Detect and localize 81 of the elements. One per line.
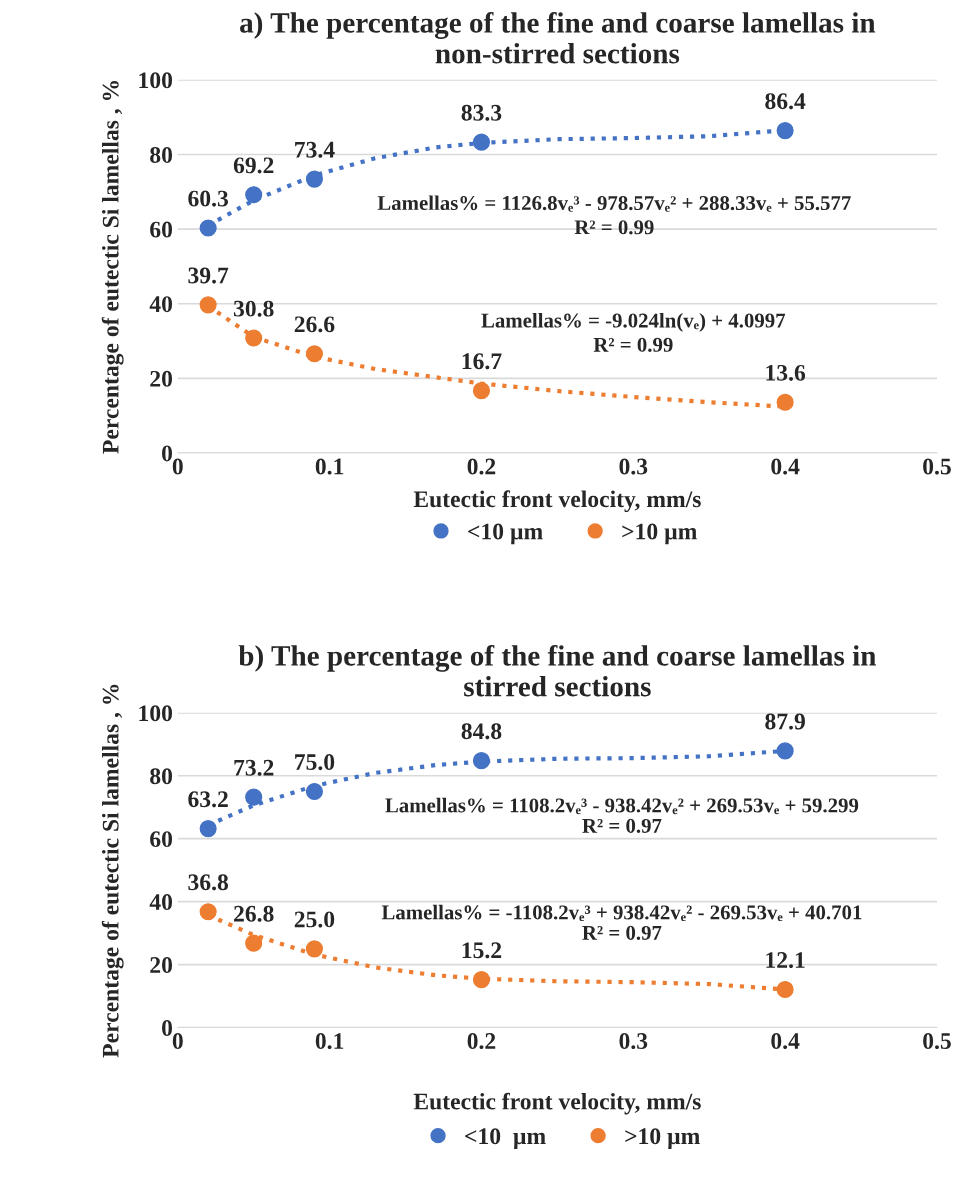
point bbox=[472, 382, 491, 400]
data-label: 84.8 bbox=[461, 723, 502, 740]
annotation: R² = 0.97 bbox=[582, 925, 662, 940]
y-tick-label: 0 bbox=[162, 445, 173, 462]
y-tick-label: 100 bbox=[139, 705, 173, 722]
x-tick-label: 0.2 bbox=[467, 458, 496, 475]
data-label: 26.6 bbox=[294, 316, 335, 333]
x-tick-label: 0.4 bbox=[771, 458, 800, 475]
data-label: 16.7 bbox=[462, 353, 502, 370]
point bbox=[776, 393, 794, 411]
point bbox=[245, 788, 263, 806]
point bbox=[472, 133, 491, 151]
data-label: 73.4 bbox=[295, 141, 335, 158]
point bbox=[472, 971, 491, 989]
annotation: Lamellas% = 1126.8vₑ³ - 978.57vₑ² + 288.33vₑ + 55.577 bbox=[377, 195, 851, 212]
data-label: 86.4 bbox=[765, 93, 806, 110]
data-label: 15.2 bbox=[462, 942, 502, 959]
annotation: R² = 0.97 bbox=[582, 818, 662, 833]
data-label: 13.6 bbox=[766, 364, 806, 381]
annotation: R² = 0.99 bbox=[593, 337, 673, 352]
annotation: Lamellas% = -9.024ln(vₑ) + 4.0997 bbox=[481, 312, 786, 332]
data-label: 69.2 bbox=[233, 157, 274, 174]
y-tick-label: 100 bbox=[139, 72, 173, 89]
point bbox=[199, 903, 217, 921]
legend-label: <10 µm bbox=[465, 1128, 546, 1149]
data-label: 39.7 bbox=[188, 267, 229, 284]
y-tick-label: 40 bbox=[149, 296, 173, 313]
data-label: 12.1 bbox=[766, 952, 805, 969]
legend-label: >10 µm bbox=[625, 1128, 700, 1149]
data-label: 83.3 bbox=[461, 104, 502, 121]
point bbox=[305, 782, 323, 801]
point bbox=[199, 820, 217, 838]
data-label: 26.8 bbox=[234, 905, 274, 922]
x-tick-label: 0 bbox=[172, 1033, 183, 1049]
annotation: Lamellas% = -1108.2vₑ³ + 938.42vₑ² - 269.53vₑ + 40.701 bbox=[381, 904, 862, 922]
y-tick-label: 0 bbox=[162, 1019, 173, 1036]
chart-title: a) The percentage of the fine and coarse lamellas in non-stirred sections bbox=[240, 11, 876, 64]
legend-label: >10 µm bbox=[622, 523, 697, 545]
point bbox=[776, 122, 794, 140]
point bbox=[245, 934, 263, 952]
y-tick-label: 60 bbox=[150, 831, 173, 848]
x-tick-label: 0.2 bbox=[467, 1033, 496, 1050]
point bbox=[305, 170, 323, 188]
data-label: 87.9 bbox=[765, 713, 805, 730]
point bbox=[776, 980, 794, 998]
x-tick-label: 0.5 bbox=[923, 458, 951, 475]
annotation: Lamellas% = 1108.2vₑ³ - 938.42vₑ² + 269.53vₑ + 59.299 bbox=[385, 797, 859, 815]
annotation: R² = 0.99 bbox=[574, 220, 654, 235]
x-axis-title: Eutectic front velocity, mm/s bbox=[413, 490, 701, 513]
x-tick-label: 0.3 bbox=[619, 458, 648, 475]
point bbox=[472, 752, 491, 770]
data-label: 75.0 bbox=[295, 754, 335, 771]
point bbox=[199, 296, 217, 314]
y-axis-title: Percentage of eutectic Si lamellas , % bbox=[101, 80, 124, 454]
y-tick-label: 20 bbox=[150, 957, 173, 973]
data-label: 30.8 bbox=[233, 300, 274, 317]
x-tick-label: 0.1 bbox=[315, 1033, 344, 1050]
data-label: 73.2 bbox=[234, 759, 274, 776]
y-tick-label: 80 bbox=[150, 146, 173, 163]
y-tick-label: 20 bbox=[150, 370, 173, 387]
point bbox=[305, 345, 323, 363]
x-axis-title: Eutectic front velocity, mm/s bbox=[413, 1092, 701, 1115]
chart-title: b) The percentage of the fine and coarse lamellas in stirred sections bbox=[238, 644, 877, 697]
y-axis-title: Percentage of eutectic Si lamellas , % bbox=[101, 684, 124, 1058]
y-tick-label: 40 bbox=[149, 894, 173, 911]
point bbox=[245, 329, 263, 347]
point bbox=[199, 219, 217, 237]
x-tick-label: 0.4 bbox=[771, 1033, 800, 1050]
data-label: 60.3 bbox=[188, 190, 228, 207]
y-tick-label: 80 bbox=[150, 768, 173, 785]
point bbox=[305, 940, 323, 958]
point bbox=[776, 742, 794, 760]
x-tick-label: 0.3 bbox=[619, 1033, 648, 1050]
data-label: 63.2 bbox=[188, 791, 228, 808]
data-label: 25.0 bbox=[294, 911, 335, 928]
x-tick-label: 0.5 bbox=[923, 1033, 951, 1050]
y-tick-label: 60 bbox=[150, 221, 173, 238]
legend-label: <10 µm bbox=[468, 523, 543, 545]
x-tick-label: 0.1 bbox=[315, 458, 344, 475]
data-label: 36.8 bbox=[188, 874, 229, 891]
point bbox=[245, 186, 263, 204]
